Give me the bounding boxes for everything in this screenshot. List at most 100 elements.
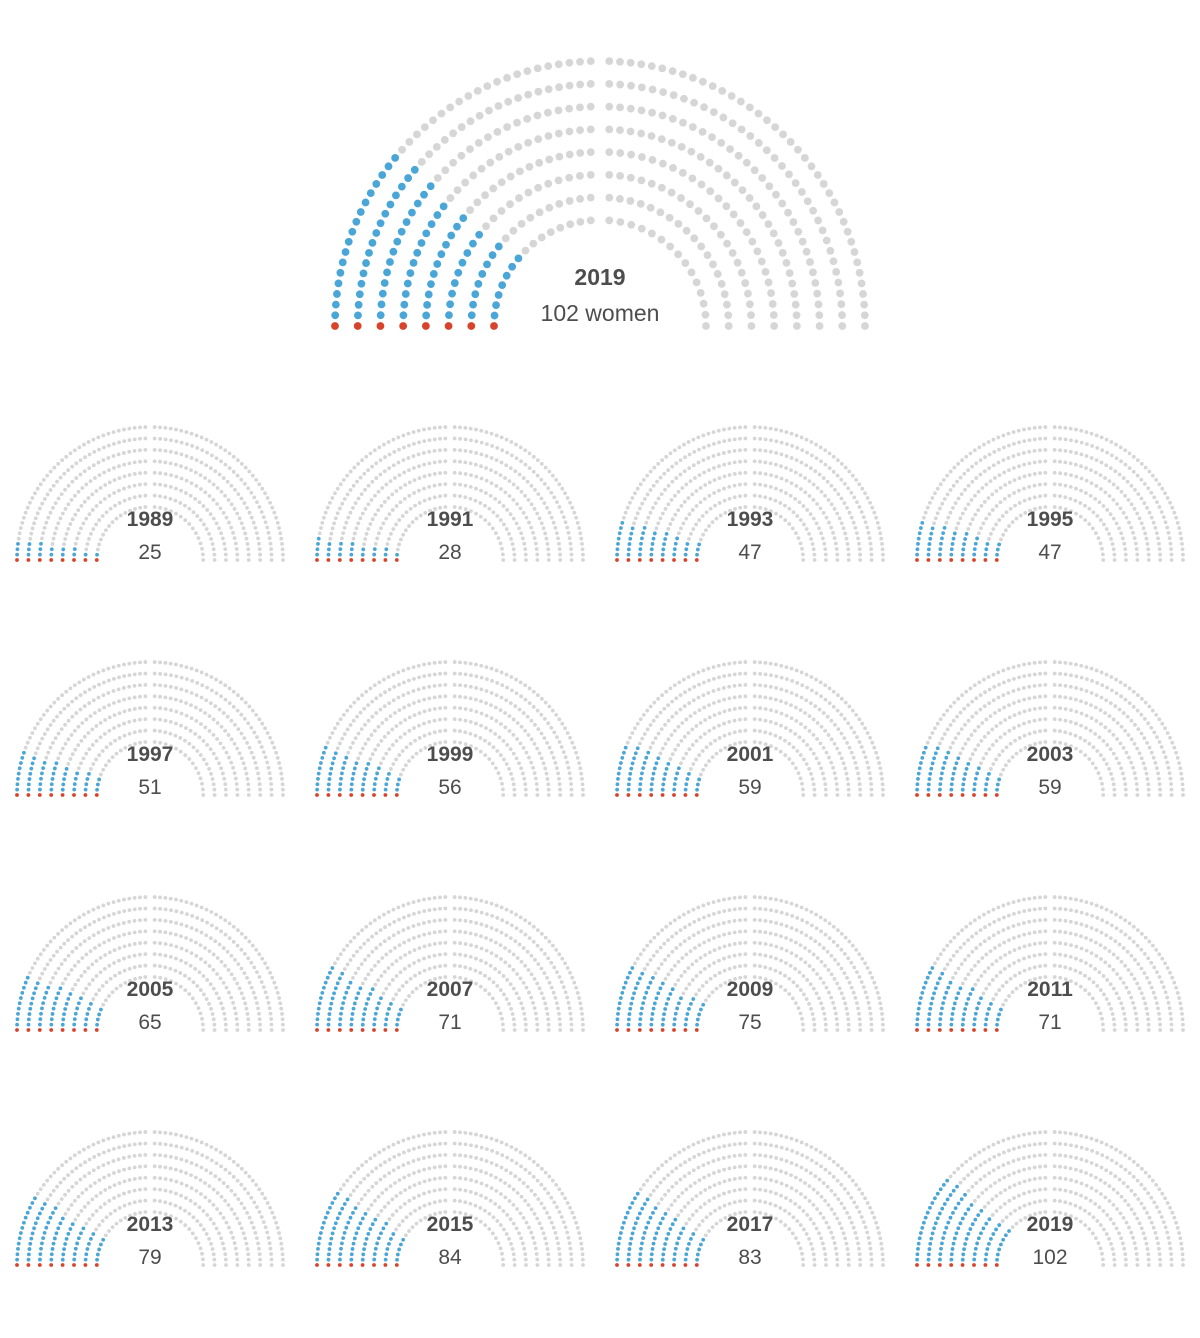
featured-seat-woman <box>498 281 507 290</box>
small-multiple-2003-seat <box>925 740 930 745</box>
small-multiple-1995-seat <box>1142 501 1147 506</box>
small-multiple-2001-seat-woman <box>617 766 622 771</box>
featured-seat <box>576 80 585 89</box>
featured-seat <box>555 83 563 92</box>
small-multiple-2001-seat <box>785 677 789 682</box>
small-multiple-1999-seat-woman <box>338 782 343 787</box>
small-multiple-2007-seat <box>407 938 411 943</box>
small-multiple-2007-seat <box>532 976 537 981</box>
small-multiple-1999-seat <box>520 771 525 776</box>
featured-seat <box>565 127 574 136</box>
small-multiple-1993-seat <box>691 437 696 442</box>
small-multiple-1999-seat <box>328 735 332 740</box>
small-multiple-2005-seat <box>102 966 107 971</box>
small-multiple-1993-seat <box>818 506 823 511</box>
featured-seat <box>778 162 786 170</box>
small-multiple-2001-seat <box>716 687 721 692</box>
small-multiple-1991-seat <box>499 435 504 440</box>
small-multiple-1995-seat <box>1038 448 1042 453</box>
small-multiple-2001-seat <box>768 684 773 689</box>
small-multiple-2003-seat <box>1114 677 1118 682</box>
small-multiple-1991-seat <box>427 449 432 454</box>
small-multiple-2005-seat <box>250 943 255 948</box>
small-multiple-2005-seat <box>211 952 216 957</box>
small-multiple-1997-seat <box>219 766 224 771</box>
small-multiple-1989-seat <box>23 510 28 515</box>
small-multiple-2007-seat-woman <box>383 1022 388 1027</box>
featured-seat <box>446 103 455 112</box>
small-multiple-2005-seat-woman <box>58 986 63 991</box>
small-multiple-1995-seat <box>1149 515 1154 520</box>
small-multiple-1989-seat <box>70 479 75 484</box>
small-multiple-2001-seat-woman <box>650 777 655 781</box>
small-multiple-1991-seat <box>438 436 442 441</box>
small-multiple-2005-seat <box>107 963 112 968</box>
small-multiple-1997-seat <box>127 684 132 689</box>
small-multiple-1999-seat <box>578 766 583 771</box>
small-multiple-1995-seat <box>970 479 975 484</box>
small-multiple-1995-seat <box>1007 443 1011 448</box>
small-multiple-1999-seat-woman <box>395 787 399 792</box>
small-multiple-1989-seat <box>209 536 213 541</box>
small-multiple-2001-seat <box>743 740 748 744</box>
small-multiple-1997-seat <box>110 755 115 760</box>
small-multiple-2009-seat <box>686 966 691 970</box>
small-multiple-2003-seat <box>1043 660 1048 664</box>
featured-seat <box>521 246 530 255</box>
small-multiple-1995-seat <box>1058 505 1063 510</box>
small-multiple-1993-seat <box>810 542 815 546</box>
small-multiple-1995-seat <box>1179 536 1184 541</box>
small-multiple-1991-seat <box>468 485 473 489</box>
small-multiple-1993-seat <box>843 531 848 536</box>
small-multiple-1989-seat <box>132 448 137 453</box>
small-multiple-1991-seat <box>569 558 574 562</box>
small-multiple-2005-seat <box>82 939 87 944</box>
small-multiple-1995-seat <box>1043 459 1048 464</box>
small-multiple-1995-seat <box>1022 439 1027 444</box>
small-multiple-1991-seat <box>452 482 457 487</box>
small-multiple-1993-seat <box>722 439 727 444</box>
featured-seat-woman <box>400 300 409 309</box>
small-multiple-1995-seat <box>1079 476 1084 481</box>
small-multiple-1997-seat <box>200 683 205 688</box>
small-multiple-1991-seat <box>551 520 556 525</box>
small-multiple-1999-seat <box>493 731 498 736</box>
featured-seat <box>627 150 636 159</box>
small-multiple-2003-seat <box>1180 777 1184 781</box>
small-multiple-1989-seat <box>90 508 95 512</box>
small-multiple-1997-seat <box>268 735 272 740</box>
featured-seat-woman <box>341 248 350 256</box>
small-multiple-1995-seat <box>1135 511 1140 516</box>
small-multiple-2003-seat <box>1038 740 1043 745</box>
small-multiple-1989-seat <box>173 462 178 467</box>
featured-seat <box>682 226 691 235</box>
small-multiple-1999-seat <box>557 776 561 781</box>
small-multiple-2003-seat-woman <box>954 761 959 766</box>
small-multiple-2001-seat-woman <box>695 782 700 787</box>
small-multiple-1995-seat <box>966 526 971 531</box>
small-multiple-2001-seat <box>858 793 863 797</box>
small-multiple-2003-seat <box>945 727 950 732</box>
small-multiple-1997-seat-woman <box>16 771 21 776</box>
small-multiple-1997-seat <box>51 740 55 745</box>
small-multiple-1997-seat <box>118 748 123 753</box>
small-multiple-1993-seat <box>713 503 717 508</box>
small-multiple-1995-seat <box>994 504 999 508</box>
small-multiple-2005-seat <box>199 905 204 910</box>
small-multiple-2005-seat <box>227 990 231 995</box>
small-multiple-2007-seat-woman <box>349 1022 354 1027</box>
small-multiple-2003-seat <box>1043 683 1048 687</box>
small-multiple-1995-seat <box>1181 558 1185 562</box>
small-multiple-1999-seat <box>512 787 517 792</box>
small-multiple-1993-seat <box>857 482 862 487</box>
small-multiple-1999-seat <box>362 706 367 711</box>
small-multiple-1997-seat <box>163 683 168 688</box>
small-multiple-1999-seat <box>387 701 392 705</box>
small-multiple-1999-seat <box>337 741 342 746</box>
small-multiple-1993-seat <box>812 552 817 557</box>
small-multiple-1999-seat <box>348 723 353 727</box>
small-multiple-2007-seat <box>557 975 562 979</box>
small-multiple-1989-seat <box>52 531 57 536</box>
small-multiple-2007-seat <box>397 988 402 992</box>
small-multiple-1995-seat <box>989 531 993 536</box>
